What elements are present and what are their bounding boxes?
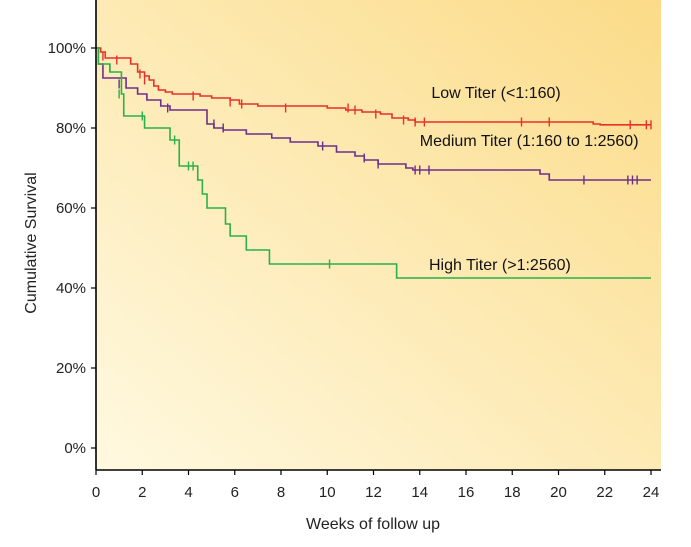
series-layer bbox=[96, 47, 652, 279]
x-tick-label-2: 4 bbox=[184, 484, 192, 501]
series-label-1: Medium Titer (1:160 to 1:2560) bbox=[420, 133, 639, 150]
x-tick-label-8: 16 bbox=[458, 484, 475, 501]
series-1 bbox=[96, 47, 651, 185]
y-axis-title: Cumulative Survival bbox=[23, 172, 40, 313]
plot-background bbox=[96, 0, 661, 470]
x-tick-label-3: 6 bbox=[231, 484, 239, 501]
y-tick-label-4: 80% bbox=[56, 120, 86, 137]
series-line-2 bbox=[96, 47, 651, 279]
x-axis-title: Weeks of follow up bbox=[306, 516, 440, 533]
y-tick-label-2: 40% bbox=[56, 280, 86, 297]
y-tick-label-1: 20% bbox=[56, 360, 86, 377]
x-tick-label-6: 12 bbox=[365, 484, 382, 501]
series-label-2: High Titer (>1:2560) bbox=[429, 257, 571, 274]
x-tick-label-10: 20 bbox=[550, 484, 567, 501]
series-line-1 bbox=[96, 47, 651, 181]
series-0 bbox=[96, 47, 652, 130]
x-tick-label-0: 0 bbox=[92, 484, 100, 501]
y-tick-label-3: 60% bbox=[56, 200, 86, 217]
x-tick-label-12: 24 bbox=[643, 484, 660, 501]
y-tick-label-0: 0% bbox=[64, 440, 86, 457]
x-tick-label-11: 22 bbox=[596, 484, 613, 501]
x-tick-label-1: 2 bbox=[138, 484, 146, 501]
axes-layer: 0 2 4 6 8 10 12 14 16 18 20 22 240%20%40%60%80%100% bbox=[48, 0, 661, 501]
labels-layer: Weeks of follow up Cumulative Survival Low… bbox=[23, 85, 639, 533]
x-tick-label-7: 14 bbox=[411, 484, 428, 501]
series-label-0: Low Titer (<1:160) bbox=[431, 85, 560, 102]
x-tick-label-5: 10 bbox=[319, 484, 336, 501]
series-2 bbox=[96, 47, 651, 279]
x-tick-label-9: 18 bbox=[504, 484, 521, 501]
x-tick-label-4: 8 bbox=[277, 484, 285, 501]
series-line-0 bbox=[96, 47, 651, 126]
y-tick-label-5: 100% bbox=[48, 40, 86, 57]
